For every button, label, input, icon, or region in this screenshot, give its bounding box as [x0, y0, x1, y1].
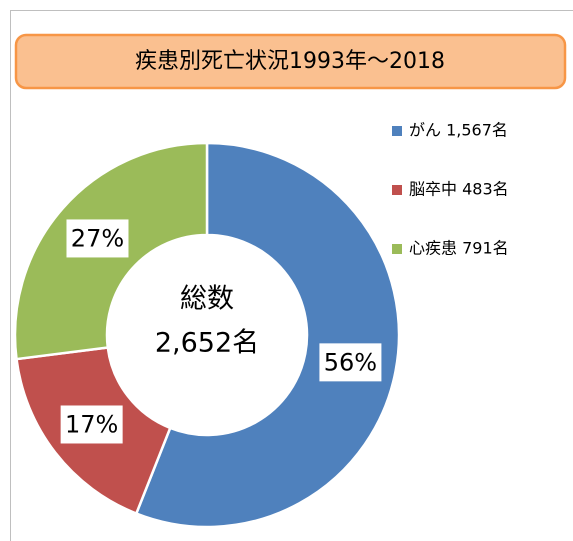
legend-label: がん 1,567名: [409, 121, 508, 140]
data-label: 27%: [71, 224, 124, 252]
center-label: 2,652名: [155, 328, 259, 359]
data-label: 17%: [65, 410, 118, 438]
legend-swatch: [392, 126, 402, 136]
data-label: 56%: [324, 348, 377, 376]
legend-label: 心疾患 791名: [409, 239, 509, 258]
data-label-box: [60, 405, 123, 444]
legend-label: 脳卒中 483名: [409, 180, 509, 199]
legend-swatch: [392, 244, 402, 254]
data-label-box: [66, 219, 129, 258]
center-label: 総数: [180, 284, 234, 315]
data-label-box: [319, 343, 382, 382]
title-box: [14, 33, 567, 90]
legend-swatch: [392, 185, 402, 195]
donut-slice: [134, 141, 401, 529]
chart-title: 疾患別死亡状況1993年～2018: [135, 49, 445, 74]
